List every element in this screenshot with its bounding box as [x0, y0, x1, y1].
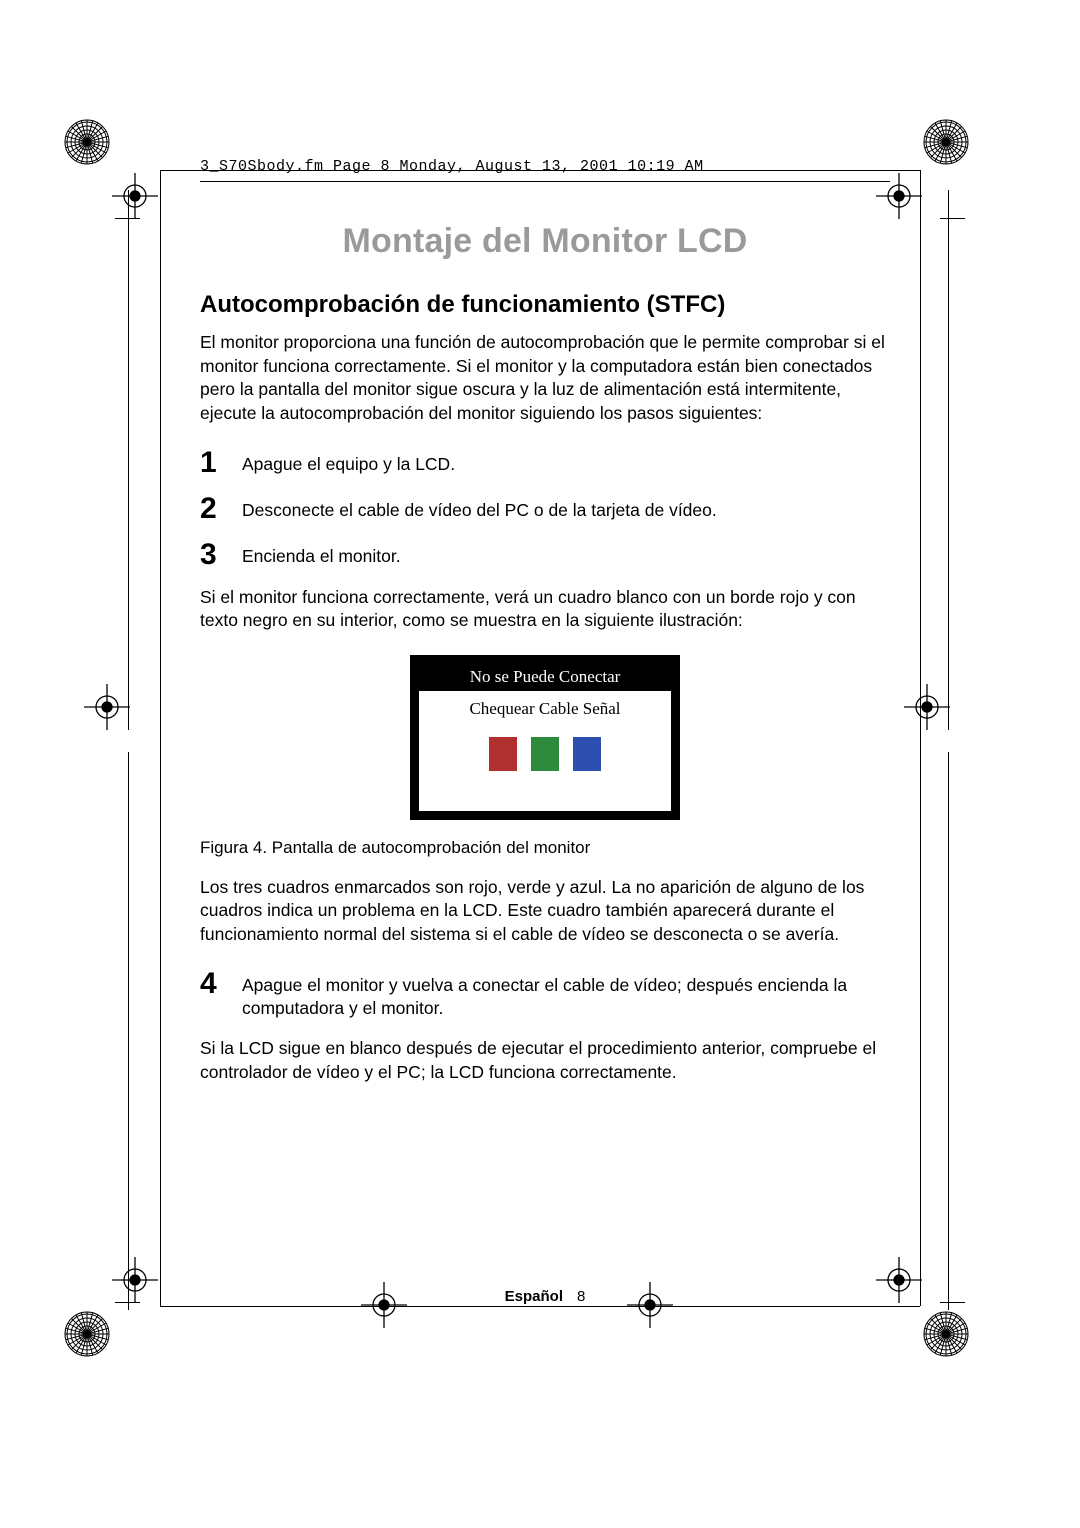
crop-line: [128, 752, 129, 1310]
figure-caption: Figura 4. Pantalla de autocomprobación d…: [200, 838, 890, 858]
crop-line: [948, 752, 949, 1310]
intro-paragraph: El monitor proporciona una función de au…: [200, 331, 890, 426]
header-rule: [200, 181, 890, 182]
registration-cross-icon: [110, 171, 160, 221]
color-square-red: [489, 737, 517, 771]
self-test-figure: No se Puede Conectar Chequear Cable Seña…: [410, 655, 680, 820]
figure-wrap: No se Puede Conectar Chequear Cable Seña…: [200, 655, 890, 820]
step-text: Encienda el monitor.: [242, 540, 401, 569]
step-text: Desconecte el cable de vídeo del PC o de…: [242, 494, 717, 523]
crop-line: [948, 190, 949, 730]
registration-rosette-icon: [921, 1309, 971, 1359]
mid-paragraph-1: Si el monitor funciona correctamente, ve…: [200, 586, 890, 633]
crop-line: [920, 170, 921, 1306]
step-row: 4Apague el monitor y vuelva a conectar e…: [200, 969, 890, 1021]
color-square-blue: [573, 737, 601, 771]
frame-header-info: 3_S70Sbody.fm Page 8 Monday, August 13, …: [200, 158, 890, 175]
crop-line: [940, 218, 965, 219]
crop-line: [160, 1306, 920, 1307]
crop-line: [160, 170, 161, 1306]
step-text: Apague el equipo y la LCD.: [242, 448, 455, 477]
registration-rosette-icon: [62, 117, 112, 167]
chapter-title: Montaje del Monitor LCD: [200, 222, 890, 261]
step-number: 3: [200, 540, 242, 570]
registration-rosette-icon: [62, 1309, 112, 1359]
color-square-green: [531, 737, 559, 771]
mid-paragraph-2: Los tres cuadros enmarcados son rojo, ve…: [200, 876, 890, 947]
step-row: 2Desconecte el cable de vídeo del PC o d…: [200, 494, 890, 524]
footer-language: Español: [505, 1288, 563, 1305]
step-row: 3Encienda el monitor.: [200, 540, 890, 570]
figure-inner: No se Puede Conectar Chequear Cable Seña…: [419, 664, 671, 811]
step-row: 1Apague el equipo y la LCD.: [200, 448, 890, 478]
section-title: Autocomprobación de funcionamiento (STFC…: [200, 291, 890, 319]
footer-page-number: 8: [577, 1288, 585, 1305]
outro-paragraph: Si la LCD sigue en blanco después de eje…: [200, 1037, 890, 1084]
registration-rosette-icon: [921, 117, 971, 167]
step-number: 1: [200, 448, 242, 478]
registration-cross-icon: [82, 682, 132, 732]
registration-cross-icon: [110, 1255, 160, 1305]
figure-subtitle: Chequear Cable Señal: [469, 699, 620, 719]
registration-cross-icon: [902, 682, 952, 732]
crop-line: [940, 1302, 965, 1303]
step-number: 2: [200, 494, 242, 524]
page-content: 3_S70Sbody.fm Page 8 Monday, August 13, …: [200, 158, 890, 1106]
figure-color-squares: [489, 737, 601, 771]
figure-title: No se Puede Conectar: [419, 664, 671, 691]
step-number: 4: [200, 969, 242, 999]
crop-line: [128, 190, 129, 730]
page-footer: Español 8: [200, 1288, 890, 1305]
step-text: Apague el monitor y vuelva a conectar el…: [242, 969, 890, 1021]
